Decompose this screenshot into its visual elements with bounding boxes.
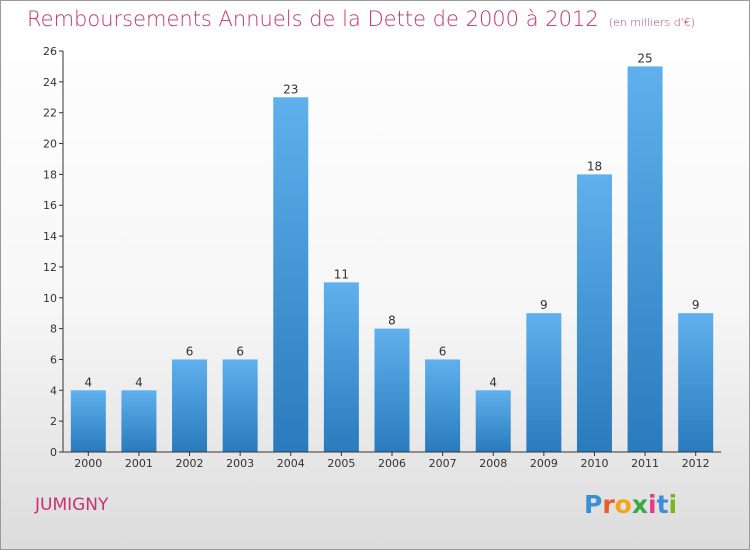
y-tick-label: 8 <box>50 323 57 336</box>
bar-2004 <box>273 97 309 453</box>
x-tick-label-2002: 2002 <box>176 457 204 470</box>
bar-2011 <box>627 66 663 452</box>
value-label-2009: 9 <box>540 298 548 312</box>
x-tick-label-2003: 2003 <box>226 457 254 470</box>
x-tick-label-2006: 2006 <box>378 457 406 470</box>
city-name: JUMIGNY <box>35 495 109 515</box>
value-label-2006: 8 <box>388 314 396 328</box>
value-label-2008: 4 <box>489 375 497 389</box>
x-tick-label-2004: 2004 <box>277 457 305 470</box>
bar-2003 <box>222 359 258 452</box>
x-tick-label-2012: 2012 <box>682 457 710 470</box>
bar-2005 <box>323 282 359 452</box>
logo-letter: i <box>648 490 657 519</box>
bar-2007 <box>425 359 461 452</box>
bar-2000 <box>70 390 106 452</box>
value-label-2010: 18 <box>587 159 602 173</box>
y-tick-label: 20 <box>43 138 57 151</box>
y-tick-label: 26 <box>43 45 57 58</box>
value-label-2012: 9 <box>692 298 700 312</box>
y-tick-label: 10 <box>43 292 57 305</box>
y-tick-label: 18 <box>43 168 57 181</box>
logo-letter: t <box>656 490 669 519</box>
logo-letter: x <box>631 490 648 519</box>
bar-2012 <box>678 313 714 452</box>
bars: 4 4 6 6 23 11 8 6 4 9 18 25 9 <box>70 51 714 453</box>
y-tick-label: 12 <box>43 261 57 274</box>
value-label-2003: 6 <box>236 344 244 358</box>
y-tick-label: 0 <box>50 446 57 459</box>
y-tick-label: 22 <box>43 107 57 120</box>
y-tick-label: 2 <box>50 415 57 428</box>
value-label-2007: 6 <box>439 344 447 358</box>
bar-2008 <box>475 390 511 452</box>
x-tick-label-2009: 2009 <box>530 457 558 470</box>
value-label-2002: 6 <box>186 344 194 358</box>
logo-letter: P <box>584 490 603 519</box>
y-tick-label: 4 <box>50 384 57 397</box>
x-tick-label-2010: 2010 <box>580 457 608 470</box>
x-tick-label-2008: 2008 <box>479 457 507 470</box>
bar-2002 <box>172 359 208 452</box>
x-tick-label-2007: 2007 <box>429 457 457 470</box>
y-tick-label: 14 <box>43 230 57 243</box>
bar-2006 <box>374 328 410 452</box>
chart-title-text: Remboursements Annuels de la Dette de 20… <box>27 7 599 31</box>
x-tick-label-2001: 2001 <box>125 457 153 470</box>
chart-unit: (en milliers d'€) <box>608 16 695 29</box>
x-tick-label-2011: 2011 <box>631 457 659 470</box>
x-tick-label-2000: 2000 <box>74 457 102 470</box>
proxiti-logo[interactable]: Proxiti <box>584 490 677 519</box>
logo-letter: r <box>602 490 615 519</box>
y-tick-label: 16 <box>43 199 57 212</box>
logo-letter: o <box>614 490 632 519</box>
x-axis: 2000 2001 2002 2003 2004 2005 2006 2007 2008 2009… <box>63 451 721 470</box>
y-tick-label: 6 <box>50 353 57 366</box>
value-label-2011: 25 <box>637 51 652 65</box>
bar-2010 <box>576 174 612 452</box>
bar-2009 <box>526 313 562 452</box>
y-tick-label: 24 <box>43 76 57 89</box>
value-label-2004: 23 <box>283 82 298 96</box>
chart-title: Remboursements Annuels de la Dette de 20… <box>27 7 695 31</box>
bar-2001 <box>121 390 157 452</box>
logo-letter: i <box>668 490 678 519</box>
value-label-2005: 11 <box>334 267 349 281</box>
x-tick-label-2005: 2005 <box>327 457 355 470</box>
value-label-2001: 4 <box>135 375 143 389</box>
value-label-2000: 4 <box>84 375 92 389</box>
